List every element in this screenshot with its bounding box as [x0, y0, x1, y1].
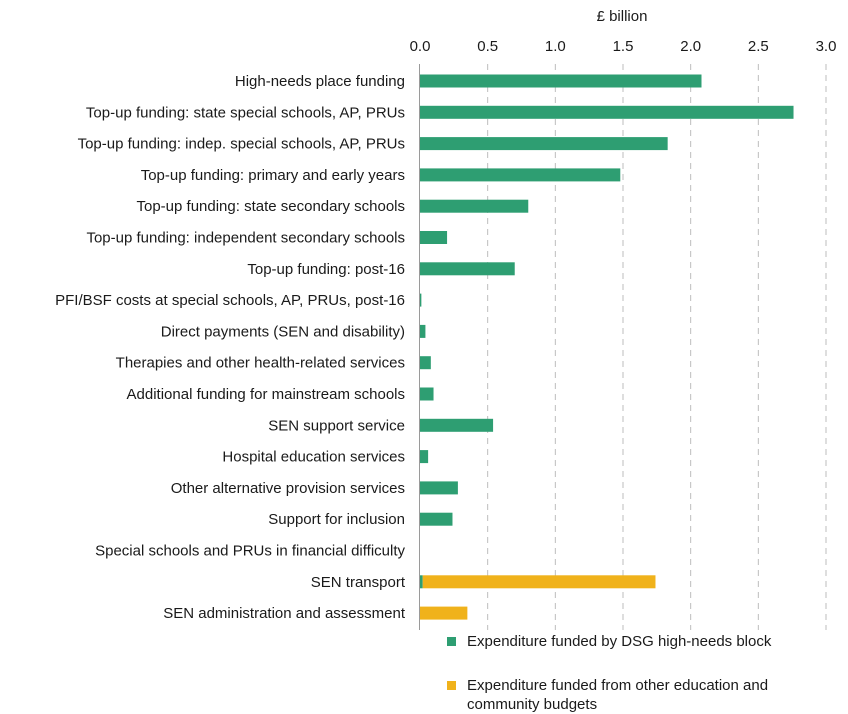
- bar-dsg: [420, 575, 423, 589]
- bar-dsg: [420, 137, 668, 151]
- category-label: Top-up funding: primary and early years: [141, 167, 405, 184]
- x-tick-label: 3.0: [816, 38, 837, 55]
- category-label: Top-up funding: independent secondary sc…: [86, 230, 405, 247]
- category-label: Hospital education services: [222, 449, 405, 466]
- category-label: Support for inclusion: [268, 511, 405, 528]
- x-axis-title: £ billion: [597, 8, 648, 25]
- category-label: Top-up funding: post-16: [247, 261, 405, 278]
- x-tick-label: 1.5: [613, 38, 634, 55]
- bar-chart: £ billion 0.0 0.5 1.0 1.5 2.0 2.5 3.0 High-nee…: [55, 8, 837, 630]
- bar-dsg: [420, 74, 702, 88]
- bar-dsg: [420, 262, 515, 276]
- category-labels: High-needs place funding Top-up funding: …: [55, 73, 406, 622]
- category-label: Direct payments (SEN and disability): [161, 323, 405, 340]
- bar-dsg: [420, 105, 794, 119]
- bar-dsg: [420, 481, 458, 495]
- category-label: SEN transport: [311, 574, 406, 591]
- bars: [420, 74, 794, 620]
- x-tick-label: 0.0: [410, 38, 431, 55]
- legend: Expenditure funded by DSG high-needs blo…: [447, 632, 837, 714]
- category-label: Top-up funding: state special schools, A…: [86, 104, 405, 121]
- bar-dsg: [420, 387, 434, 401]
- bar-dsg: [420, 450, 429, 464]
- legend-swatch-other: [447, 681, 456, 690]
- bar-other: [422, 575, 656, 589]
- bar-dsg: [420, 231, 448, 244]
- bar-dsg: [420, 199, 529, 213]
- category-label: Other alternative provision services: [171, 480, 405, 497]
- legend-label-other: Expenditure funded from other education …: [467, 677, 769, 713]
- x-tick-label: 2.0: [680, 38, 701, 55]
- x-tick-label: 1.0: [545, 38, 566, 55]
- category-label: Therapies and other health-related servi…: [116, 355, 405, 372]
- category-label: Special schools and PRUs in financial di…: [95, 543, 405, 560]
- category-label: SEN support service: [268, 417, 405, 434]
- bar-dsg: [420, 418, 494, 432]
- category-label: High-needs place funding: [235, 73, 405, 90]
- bar-dsg: [420, 324, 426, 338]
- legend-label-dsg: Expenditure funded by DSG high-needs blo…: [467, 633, 772, 650]
- category-label: Additional funding for mainstream school…: [127, 386, 405, 403]
- bar-dsg: [420, 293, 422, 307]
- x-tick-label: 0.5: [477, 38, 498, 55]
- x-tick-label: 2.5: [748, 38, 769, 55]
- legend-item-other: Expenditure funded from other education …: [447, 676, 837, 714]
- x-tick-labels: 0.0 0.5 1.0 1.5 2.0 2.5 3.0: [410, 38, 837, 55]
- bar-other: [420, 606, 468, 620]
- legend-item-dsg: Expenditure funded by DSG high-needs blo…: [447, 632, 837, 651]
- bar-dsg: [420, 512, 453, 526]
- category-label: Top-up funding: indep. special schools, …: [78, 136, 405, 153]
- category-label: Top-up funding: state secondary schools: [137, 198, 406, 215]
- legend-swatch-dsg: [447, 637, 456, 646]
- bar-dsg: [420, 168, 621, 182]
- bar-dsg: [420, 356, 431, 370]
- category-label: SEN administration and assessment: [163, 605, 406, 622]
- category-label: PFI/BSF costs at special schools, AP, PR…: [55, 292, 405, 309]
